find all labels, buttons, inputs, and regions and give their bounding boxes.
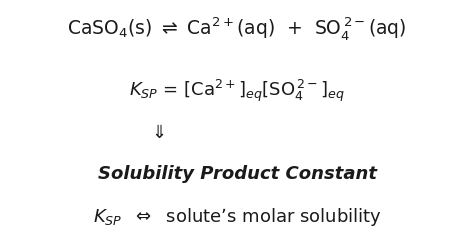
Text: $\Downarrow$: $\Downarrow$ bbox=[148, 124, 165, 142]
Text: $\mathit{K}_{\mathit{SP}}$ = [Ca$^{2+}$]$_{eq}$[SO$_4^{\,2-}$]$_{eq}$: $\mathit{K}_{\mathit{SP}}$ = [Ca$^{2+}$]… bbox=[129, 78, 345, 104]
Text: Solubility Product Constant: Solubility Product Constant bbox=[98, 165, 376, 183]
Text: CaSO$_4$(s) $\rightleftharpoons$ Ca$^{2+}$(aq)  +  SO$_4^{\,2-}$(aq): CaSO$_4$(s) $\rightleftharpoons$ Ca$^{2+… bbox=[67, 15, 407, 42]
Text: $\mathit{K}_{\mathit{SP}}$  $\Leftrightarrow$  solute’s molar solubility: $\mathit{K}_{\mathit{SP}}$ $\Leftrightar… bbox=[92, 206, 382, 228]
